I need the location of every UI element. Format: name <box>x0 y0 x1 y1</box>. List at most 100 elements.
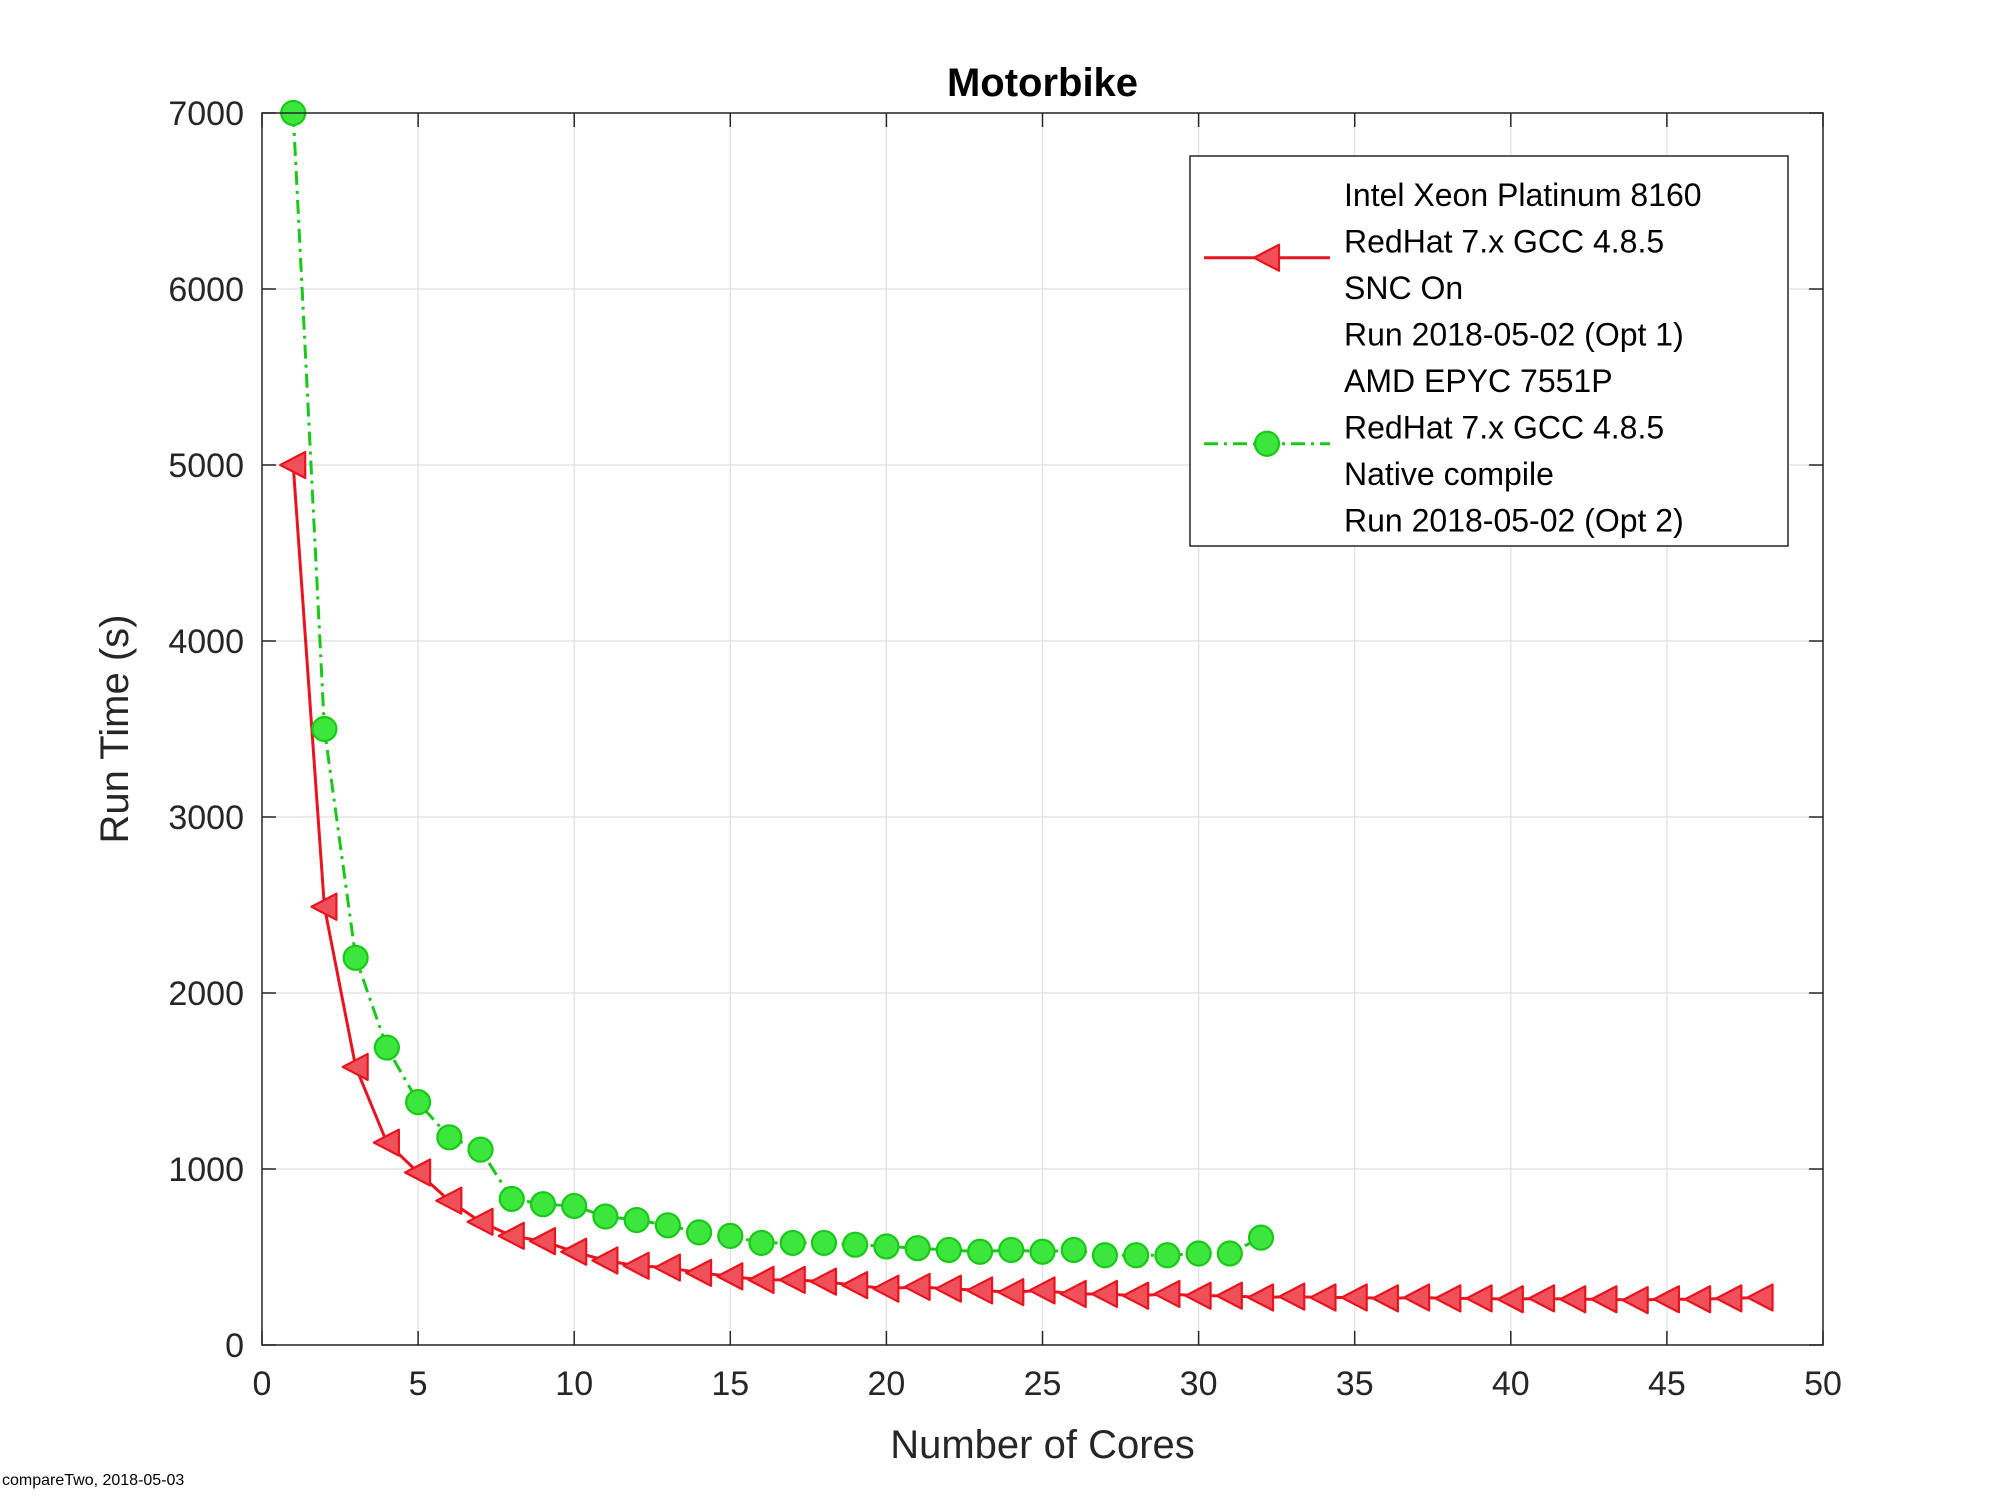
series-1-point <box>1309 1283 1337 1312</box>
series-2-point <box>467 1136 494 1163</box>
series-1-point <box>1215 1281 1243 1310</box>
series-2-point <box>748 1229 775 1257</box>
series-2-point <box>342 944 369 971</box>
series-2-point <box>311 715 338 743</box>
series-1-point <box>1371 1284 1400 1313</box>
series-2-point <box>405 1089 432 1116</box>
series-2-point <box>904 1235 931 1262</box>
y-tick-label: 3000 <box>168 799 244 837</box>
series-1-point <box>560 1237 588 1266</box>
series-1-point <box>372 1128 400 1157</box>
series-1 <box>279 450 1774 1315</box>
series-1-point <box>1278 1282 1306 1311</box>
chart-title: Motorbike <box>947 61 1138 105</box>
series-1-point <box>716 1262 744 1291</box>
legend-entry-1: Intel Xeon Platinum 8160 RedHat 7.x GCC 4… <box>1204 177 1702 353</box>
x-tick-label: 45 <box>1648 1365 1686 1403</box>
x-tick-label: 40 <box>1492 1365 1530 1403</box>
series-1-point <box>1496 1285 1524 1314</box>
legend-label-line: Run 2018-05-02 (Opt 2) <box>1344 503 1684 539</box>
y-tick-label: 2000 <box>168 975 244 1013</box>
series-1-point <box>903 1272 931 1302</box>
series-1-point <box>1559 1285 1587 1314</box>
series-1-point <box>404 1158 432 1187</box>
series-2-point <box>436 1124 463 1151</box>
legend-label-line: RedHat 7.x GCC 4.8.5 <box>1344 224 1664 260</box>
series-1-point <box>1746 1283 1774 1312</box>
legend-box <box>1189 155 1789 547</box>
series-1-point <box>466 1207 494 1236</box>
series-1-point <box>1403 1283 1431 1312</box>
legend-label-line: Intel Xeon Platinum 8160 <box>1344 177 1702 213</box>
series-1-point <box>1590 1285 1618 1314</box>
series-1-point <box>1621 1286 1649 1315</box>
series-1-point <box>310 892 338 921</box>
series-2-point <box>935 1236 962 1264</box>
series-2 <box>280 99 1275 1269</box>
series-2-point <box>779 1229 806 1257</box>
series-2-point <box>1091 1242 1119 1269</box>
series-1-point <box>809 1267 838 1296</box>
legend-entry-2: AMD EPYC 7551P RedHat 7.x GCC 4.8.5 Native… <box>1204 363 1684 539</box>
series-1-point <box>841 1271 869 1300</box>
series-1-point <box>279 450 307 480</box>
legend-label-line: RedHat 7.x GCC 4.8.5 <box>1344 410 1664 446</box>
series-1-point <box>1122 1281 1150 1310</box>
series-1-point <box>778 1265 806 1294</box>
series-1-point <box>965 1276 994 1305</box>
x-tick-label: 5 <box>409 1365 428 1403</box>
y-tick-label: 1000 <box>168 1151 244 1189</box>
series-2-point <box>810 1229 838 1257</box>
series-1-point <box>1090 1279 1119 1309</box>
legend-label-line: Native compile <box>1344 456 1554 492</box>
series-1-point <box>653 1253 681 1282</box>
y-tick-label: 4000 <box>168 623 244 661</box>
tick-labels: 0 5 10 15 20 25 30 35 40 45 50 0 1000 2000 3000 4000 500… <box>168 95 1842 1403</box>
legend-marker-2 <box>1253 430 1281 457</box>
series-2-point <box>1123 1242 1150 1269</box>
series-1-line <box>291 464 1761 1302</box>
series-1-point <box>1153 1279 1181 1309</box>
x-tick-label: 10 <box>555 1365 593 1403</box>
y-axis-label: Run Time (s) <box>93 615 137 844</box>
x-tick-label: 20 <box>867 1365 905 1403</box>
legend-label-line: AMD EPYC 7551P <box>1344 363 1613 399</box>
series-2-point <box>1216 1240 1243 1267</box>
series-1-point <box>1465 1284 1493 1313</box>
x-tick-label: 50 <box>1804 1365 1842 1403</box>
series-2-point <box>873 1233 900 1260</box>
series-2-point <box>498 1185 525 1213</box>
x-tick-label: 35 <box>1336 1365 1374 1403</box>
series-2-point <box>529 1191 557 1218</box>
legend-label-line: SNC On <box>1344 270 1463 306</box>
series-1-point <box>1059 1279 1087 1309</box>
series-1-point <box>341 1052 369 1082</box>
series-1-point <box>747 1265 775 1294</box>
series-2-point <box>966 1238 994 1265</box>
series-1-point <box>872 1274 900 1303</box>
legend-marker-1 <box>1252 243 1281 272</box>
series-1-point <box>1715 1284 1743 1313</box>
y-tick-label: 7000 <box>168 95 244 133</box>
legend-label-line: Run 2018-05-02 (Opt 1) <box>1344 317 1684 353</box>
series-1-point <box>591 1246 619 1275</box>
tick-marks <box>261 112 1824 1346</box>
y-tick-label: 6000 <box>168 271 244 309</box>
series-1-point <box>528 1227 557 1256</box>
series-1-point <box>622 1251 650 1280</box>
x-tick-label: 15 <box>711 1365 749 1403</box>
footer-text: compareTwo, 2018-05-03 <box>2 1472 184 1489</box>
series-1-point <box>1184 1281 1212 1310</box>
series-2-point <box>561 1192 588 1220</box>
series-1-point <box>435 1186 463 1215</box>
series-2-point <box>592 1203 619 1230</box>
series-1-point <box>934 1274 962 1303</box>
series-1-point <box>684 1258 713 1287</box>
series-2-point <box>1029 1238 1056 1265</box>
x-axis-label: Number of Cores <box>890 1423 1195 1467</box>
series-2-point <box>654 1212 681 1239</box>
series-2-point <box>717 1222 744 1249</box>
series-2-point <box>1060 1236 1087 1264</box>
series-1-point <box>1340 1283 1368 1312</box>
